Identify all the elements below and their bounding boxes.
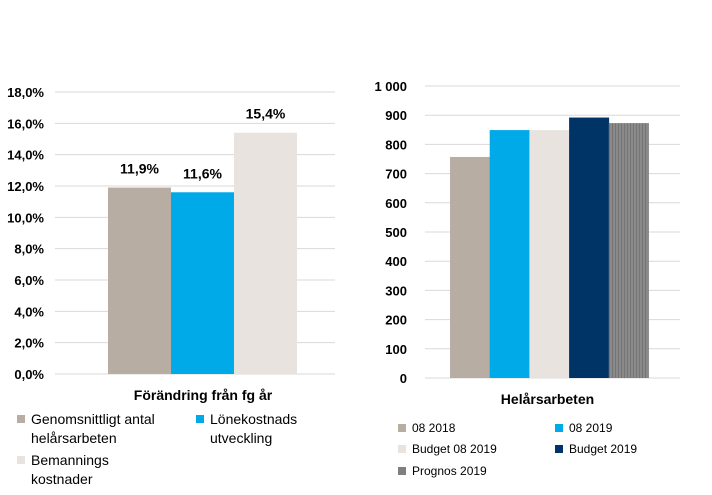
y-tick-label: 0,0% xyxy=(14,367,44,382)
y-tick-label: 0 xyxy=(400,371,407,386)
y-tick-label: 4,0% xyxy=(14,304,44,319)
y-tick-label: 18,0% xyxy=(7,85,44,100)
y-tick-label: 6,0% xyxy=(14,273,44,288)
legend-swatch xyxy=(398,424,406,432)
legend-label: Genomsnittligt antal helårsarbeten xyxy=(31,411,155,446)
legend-swatch xyxy=(17,415,25,423)
legend-swatch xyxy=(17,456,25,464)
y-tick-label: 2,0% xyxy=(14,336,44,351)
legend-swatch xyxy=(555,445,563,453)
x-axis-title: Förändring från fg år xyxy=(134,387,273,403)
y-tick-label: 12,0% xyxy=(7,179,44,194)
bar xyxy=(108,187,171,374)
legend-item-budget-2019: Budget 2019 xyxy=(555,442,637,456)
y-tick-label: 16,0% xyxy=(7,116,44,131)
legend-swatch xyxy=(398,467,406,475)
legend-item-bemannings: Bemannings kostnader xyxy=(17,451,137,489)
bar xyxy=(529,130,570,378)
y-tick-label: 500 xyxy=(385,225,407,240)
legend-label: Lönekostnads utveckling xyxy=(210,411,298,446)
y-tick-label: 1 000 xyxy=(374,79,407,94)
y-tick-label: 700 xyxy=(385,167,407,182)
bar xyxy=(171,192,234,374)
legend-swatch xyxy=(196,415,204,423)
legend-item-lonekostnads: Lönekostnads utveckling xyxy=(196,410,316,448)
bar xyxy=(234,132,297,374)
y-tick-label: 10,0% xyxy=(7,210,44,225)
legend-label: Budget 08 2019 xyxy=(412,442,497,456)
y-tick-label: 200 xyxy=(385,313,407,328)
legend-label: Budget 2019 xyxy=(569,442,638,456)
legend-label: Bemannings kostnader xyxy=(31,452,109,487)
bar xyxy=(608,123,649,378)
y-tick-label: 8,0% xyxy=(14,242,44,257)
bar xyxy=(569,117,610,378)
y-tick-label: 300 xyxy=(385,283,407,298)
y-tick-label: 600 xyxy=(385,196,407,211)
data-label: 11,9% xyxy=(120,161,159,177)
legend-label: 08 2018 xyxy=(412,421,456,435)
chart-change-from-previous-year: 0,0% 2,0% 4,0% 6,0% 8,0% 10,0% 12,0% 14,0% 16,0%… xyxy=(7,85,335,403)
data-label: 11,6% xyxy=(183,165,222,181)
y-tick-label: 800 xyxy=(385,137,407,152)
legend-label: Prognos 2019 xyxy=(412,464,487,478)
legend-item-budget-08-2019: Budget 08 2019 xyxy=(398,442,497,456)
y-tick-label: 100 xyxy=(385,342,407,357)
legend-swatch xyxy=(398,445,406,453)
chart-full-time-equivalents: 0 100 200 300 400 500 600 700 800 900 1 000 Helårsa… xyxy=(374,79,680,407)
legend-item-08-2019: 08 2019 xyxy=(555,421,612,435)
bar xyxy=(489,130,530,378)
x-axis-title: Helårsarbeten xyxy=(501,391,594,407)
legend-item-prognos-2019: Prognos 2019 xyxy=(398,464,487,478)
legend-swatch xyxy=(555,424,563,432)
y-tick-label: 14,0% xyxy=(7,148,44,163)
bar xyxy=(450,156,490,378)
legend-label: 08 2019 xyxy=(569,421,613,435)
y-tick-label: 900 xyxy=(385,108,407,123)
y-tick-label: 400 xyxy=(385,254,407,269)
legend-item-08-2018: 08 2018 xyxy=(398,421,455,435)
data-label: 15,4% xyxy=(246,106,286,122)
legend-item-genomsnittligt: Genomsnittligt antal helårsarbeten xyxy=(17,410,182,448)
